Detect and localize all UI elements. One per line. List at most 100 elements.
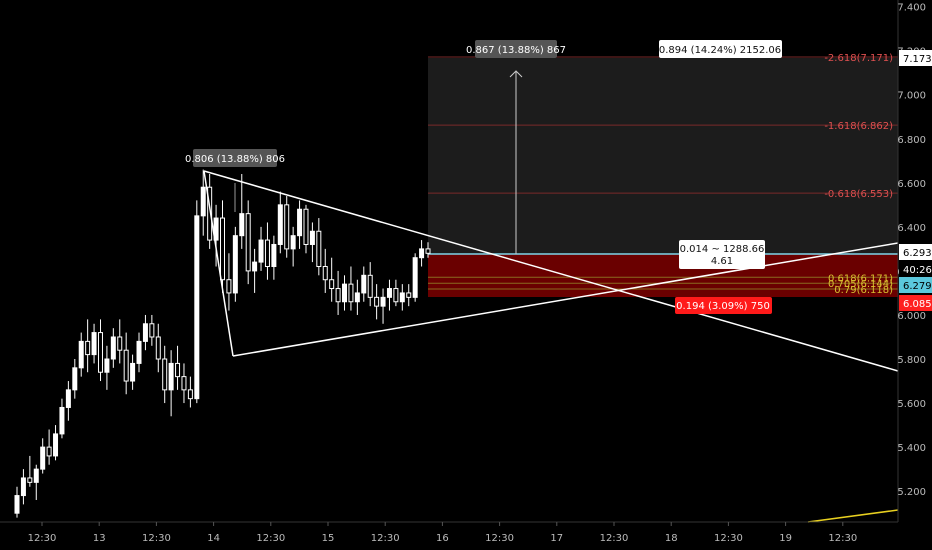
candle bbox=[354, 279, 360, 315]
price-badge-bg bbox=[899, 244, 932, 260]
candlestick-series bbox=[14, 169, 431, 518]
candle bbox=[303, 204, 309, 254]
candle bbox=[271, 235, 277, 280]
candle bbox=[226, 253, 232, 311]
candle bbox=[342, 275, 348, 311]
fib-level-label: -2.618(7.171) bbox=[824, 53, 893, 64]
x-tick-label: 12:30 bbox=[28, 533, 57, 544]
x-tick-label: 13 bbox=[93, 533, 106, 544]
candle bbox=[393, 279, 399, 307]
candle bbox=[20, 469, 26, 505]
candle bbox=[40, 438, 46, 474]
candle bbox=[348, 266, 354, 311]
candle bbox=[297, 200, 303, 249]
price-badge-bg bbox=[899, 295, 932, 311]
y-tick-label: 5.200 bbox=[897, 487, 926, 498]
candle bbox=[27, 455, 33, 487]
y-tick-label: 5.800 bbox=[897, 355, 926, 366]
candle bbox=[213, 204, 219, 267]
candle bbox=[155, 323, 161, 373]
candle bbox=[78, 332, 84, 377]
candle bbox=[322, 248, 328, 293]
candle bbox=[162, 345, 168, 404]
price-badge-bg bbox=[899, 50, 932, 66]
moving-average-line bbox=[807, 509, 899, 523]
candle bbox=[399, 284, 405, 311]
y-tick-label: 6.400 bbox=[897, 223, 926, 234]
candle bbox=[136, 332, 142, 373]
candle bbox=[14, 486, 20, 518]
candle bbox=[85, 319, 91, 373]
high-callout-text: 0.806 (13.88%) 806 bbox=[185, 154, 285, 165]
candle bbox=[72, 359, 78, 399]
candle bbox=[258, 226, 264, 271]
x-tick-label: 18 bbox=[665, 533, 678, 544]
fib-level-label: 0.618(6.171) bbox=[828, 273, 893, 284]
candle bbox=[97, 319, 103, 382]
high-callout: 0.806 (13.88%) 806 bbox=[185, 149, 285, 167]
price-badge: 6.293 bbox=[899, 244, 932, 260]
candle bbox=[53, 425, 59, 461]
x-tick-label: 14 bbox=[207, 533, 220, 544]
price-badge: 7.173 bbox=[899, 50, 932, 66]
candle bbox=[252, 248, 258, 293]
candle bbox=[335, 270, 341, 315]
candle bbox=[264, 222, 270, 280]
candle bbox=[309, 222, 315, 263]
candle bbox=[200, 169, 206, 236]
candle bbox=[65, 381, 71, 421]
x-tick-label: 16 bbox=[436, 533, 449, 544]
y-tick-label: 6.000 bbox=[897, 311, 926, 322]
candle bbox=[406, 284, 412, 307]
candle bbox=[425, 242, 431, 258]
x-axis[interactable]: 12:30 13 12:30 14 12:30 15 12:30 16 12:30 17 12:30… bbox=[28, 522, 858, 544]
price-badge-bg bbox=[899, 261, 932, 277]
candle bbox=[46, 429, 52, 465]
entry-box: 0.014 ~ 1288.66 4.61 bbox=[679, 240, 765, 269]
candle bbox=[284, 196, 290, 258]
x-tick-label: 12:30 bbox=[600, 533, 629, 544]
profit-box: 0.894 (14.24%) 2152.06 bbox=[659, 40, 782, 58]
target-callout: 0.867 (13.88%) 867 bbox=[466, 40, 566, 58]
y-tick-label: 6.800 bbox=[897, 135, 926, 146]
entry-box-line1: 0.014 ~ 1288.66 bbox=[680, 244, 765, 255]
candle bbox=[277, 191, 283, 254]
candle bbox=[329, 257, 335, 302]
candle bbox=[374, 284, 380, 320]
candle bbox=[380, 288, 386, 324]
price-badge-label: 6.085 bbox=[903, 299, 932, 310]
candle bbox=[110, 328, 116, 368]
target-arrow-head bbox=[509, 70, 523, 78]
candle bbox=[91, 323, 97, 364]
stop-box-text: 0.194 (3.09%) 750 bbox=[676, 301, 770, 312]
fib-level-label: -1.618(6.862) bbox=[824, 121, 893, 132]
candle bbox=[232, 226, 238, 302]
price-badge: 6.279 bbox=[899, 277, 932, 293]
candle bbox=[194, 200, 200, 404]
fib-level-label: 0.705(6.144) bbox=[828, 279, 893, 290]
profit-target-zone bbox=[428, 58, 898, 254]
candle bbox=[412, 253, 418, 302]
price-badge-bg bbox=[899, 277, 932, 293]
x-tick-label: 12:30 bbox=[828, 533, 857, 544]
fib-level-label: -0.618(6.553) bbox=[824, 189, 893, 200]
candle bbox=[367, 262, 373, 307]
candle bbox=[149, 314, 155, 346]
candle bbox=[245, 200, 251, 285]
candle bbox=[239, 174, 245, 249]
candle bbox=[104, 345, 110, 390]
stop-loss-zone bbox=[428, 254, 898, 297]
y-tick-label: 5.400 bbox=[897, 443, 926, 454]
triangle-upper-line[interactable] bbox=[203, 170, 899, 372]
price-badge-label: 40:26 bbox=[903, 265, 932, 276]
triangle-left-line[interactable] bbox=[203, 170, 234, 357]
x-tick-label: 17 bbox=[550, 533, 563, 544]
price-badges: 7.173 6.293 40:26 6.279 6.085 bbox=[899, 50, 932, 311]
triangle-lower-line[interactable] bbox=[232, 242, 899, 357]
x-tick-label: 15 bbox=[322, 533, 335, 544]
target-callout-text: 0.867 (13.88%) 867 bbox=[466, 45, 566, 56]
candle bbox=[130, 354, 136, 390]
entry-box-line2: 4.61 bbox=[711, 256, 733, 267]
candle bbox=[123, 332, 129, 395]
